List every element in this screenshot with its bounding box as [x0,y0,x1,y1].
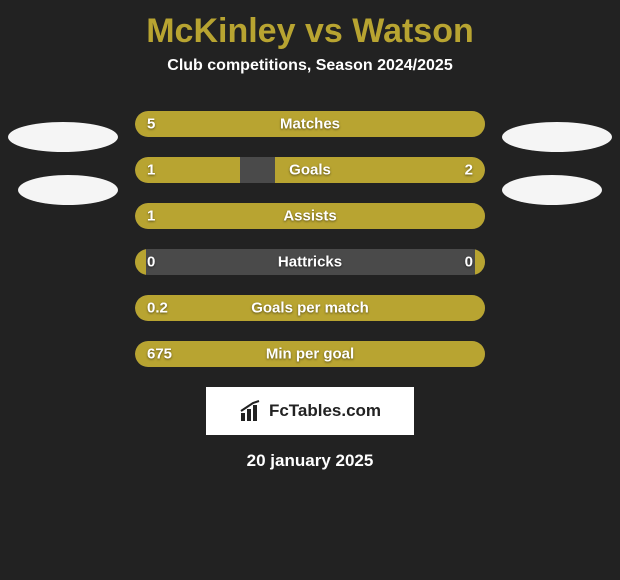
stat-label: Goals [289,162,331,179]
player-right-name: Watson [352,12,474,50]
stats-container: 5 Matches 1 Goals 2 1 Assists 0 Hattrick… [0,101,620,377]
player-left-name: McKinley [146,12,295,50]
stat-value-left: 5 [147,116,155,133]
stat-value-right: 2 [465,162,473,179]
branding-badge: FcTables.com [206,387,414,435]
stat-value-right: 0 [465,254,473,271]
stat-bar: 675 Min per goal [135,341,485,367]
stat-row: 0 Hattricks 0 [0,239,620,285]
branding-text: FcTables.com [269,401,381,421]
stat-bar: 5 Matches [135,111,485,137]
stat-bar-right [475,249,486,275]
stat-value-left: 675 [147,346,172,363]
stat-label: Hattricks [278,254,342,271]
stat-bar: 0 Hattricks 0 [135,249,485,275]
stat-label: Matches [280,116,340,133]
stat-label: Goals per match [251,300,369,317]
stat-bar: 0.2 Goals per match [135,295,485,321]
stat-value-left: 0.2 [147,300,168,317]
stat-value-left: 0 [147,254,155,271]
stat-row: 0.2 Goals per match [0,285,620,331]
chart-icon [239,399,263,423]
stat-bar: 1 Assists [135,203,485,229]
stat-bar-left [135,249,146,275]
stat-row: 1 Goals 2 [0,147,620,193]
vs-text: vs [305,12,343,50]
comparison-title: McKinley vs Watson [0,0,620,57]
subtitle: Club competitions, Season 2024/2025 [0,57,620,75]
stat-value-left: 1 [147,208,155,225]
stat-row: 1 Assists [0,193,620,239]
stat-bar: 1 Goals 2 [135,157,485,183]
stat-row: 675 Min per goal [0,331,620,377]
stat-row: 5 Matches [0,101,620,147]
stat-value-left: 1 [147,162,155,179]
date-footer: 20 january 2025 [0,451,620,471]
stat-label: Assists [283,208,336,225]
stat-label: Min per goal [266,346,354,363]
